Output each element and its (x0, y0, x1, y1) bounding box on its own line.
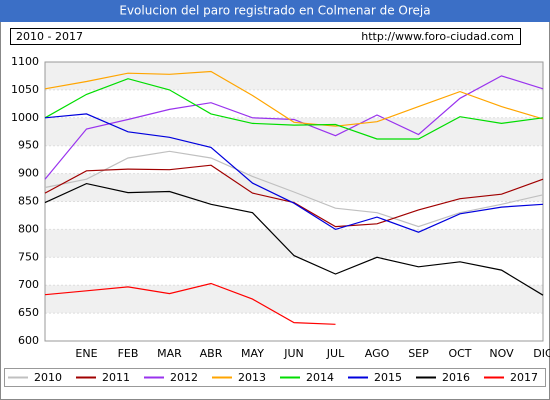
x-tick-label: MAR (157, 347, 182, 360)
x-tick-label: JUN (283, 347, 304, 360)
grid-band (45, 229, 543, 258)
x-tick-label: MAY (241, 347, 264, 360)
y-tick-label: 1050 (11, 83, 39, 96)
series-line (44, 282, 336, 325)
period: 2010 - 2017 (16, 30, 83, 43)
x-tick-label: FEB (118, 347, 139, 360)
y-tick-label: 700 (18, 278, 39, 291)
legend-label: 2016 (442, 371, 470, 384)
info-box (10, 28, 521, 45)
legend-label: 2017 (510, 371, 538, 384)
x-tick-label: ABR (200, 347, 223, 360)
series-line (44, 75, 544, 180)
y-tick-label: 850 (18, 195, 39, 208)
series-line (44, 78, 544, 140)
x-tick-label: ENE (75, 347, 97, 360)
series-line (44, 150, 544, 228)
y-tick-label: 1000 (11, 111, 39, 124)
x-tick-label: SEP (408, 347, 429, 360)
legend-label: 2010 (34, 371, 62, 384)
x-tick-label: JUL (326, 347, 345, 360)
y-tick-label: 900 (18, 167, 39, 180)
grid-band (45, 285, 543, 314)
y-tick-label: 600 (18, 334, 39, 347)
plot-border (44, 61, 544, 342)
legend-box (4, 368, 546, 387)
x-tick-label: OCT (448, 347, 471, 360)
legend-label: 2013 (238, 371, 266, 384)
legend-label: 2015 (374, 371, 402, 384)
legend: 2010 2011 2012 2013 2014 2015 2016 2017 (4, 368, 546, 387)
grid-band (45, 173, 543, 202)
legend-label: 2012 (170, 371, 198, 384)
source: http://www.foro-ciudad.com (361, 30, 514, 43)
legend-label: 2014 (306, 371, 334, 384)
x-tick-label: NOV (489, 347, 514, 360)
x-tick-label: AGO (365, 347, 390, 360)
y-tick-label: 1100 (11, 55, 39, 68)
y-tick-label: 750 (18, 250, 39, 263)
y-tick-label: 800 (18, 222, 39, 235)
y-tick-label: 650 (18, 306, 39, 319)
title-bar (0, 0, 550, 22)
series-line (44, 182, 544, 296)
series-line (44, 70, 544, 127)
y-tick-label: 950 (18, 139, 39, 152)
legend-label: 2011 (102, 371, 130, 384)
series-line (44, 113, 544, 233)
x-tick-label: DIC (533, 347, 550, 360)
chart-title: Evolucion del paro registrado en Colmena… (119, 4, 430, 18)
grid-band (45, 62, 543, 90)
